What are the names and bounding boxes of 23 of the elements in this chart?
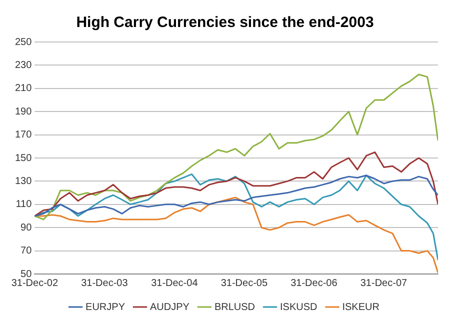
y-tick-label: 210 [14,83,32,94]
x-tick-label: 31-Dec-05 [220,278,268,289]
x-tick-label: 31-Dec-03 [81,278,128,289]
y-tick-label: 190 [14,106,32,118]
y-tick-label: 50 [20,268,32,280]
y-tick-label: 70 [20,246,32,257]
y-tick-label: 150 [14,152,32,164]
y-tick-label: 250 [14,36,32,48]
x-tick-label: 31-Dec-06 [290,278,338,289]
y-tick-label: 110 [16,199,32,210]
legend-label: EURJPY [86,302,126,313]
legend-label: AUDJPY [150,302,190,313]
legend-label: ISKUSD [280,302,318,313]
x-tick-label: 31-Dec-02 [11,278,58,289]
x-tick-label: 31-Dec-04 [151,278,198,289]
legend-label: BRLUSD [214,302,256,313]
y-tick-label: 170 [14,130,32,141]
y-tick-label: 230 [14,60,32,71]
legend-label: ISKEUR [342,302,380,313]
x-tick-label: 31-Dec-07 [360,278,408,289]
y-tick-label: 90 [20,222,32,234]
chart-title: High Carry Currencies since the end-2003 [76,14,374,32]
y-tick-label: 130 [14,176,32,187]
